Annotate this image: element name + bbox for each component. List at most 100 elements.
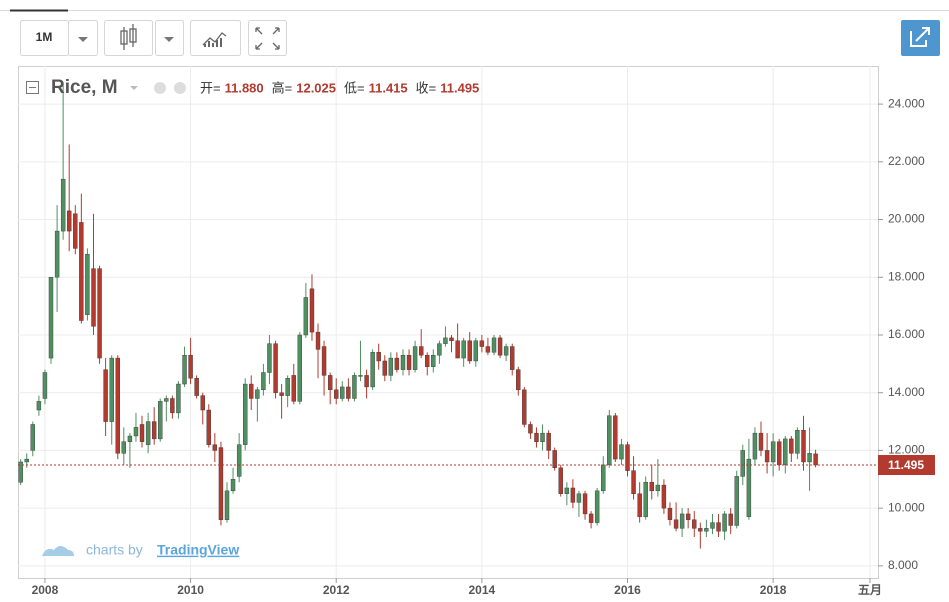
watermark: charts by TradingView: [42, 542, 239, 558]
popout-button[interactable]: [901, 20, 940, 56]
candle-body: [285, 378, 290, 396]
candle-body: [48, 277, 54, 359]
candle-body: [601, 464, 606, 492]
candle-body: [497, 337, 503, 356]
x-tick-label: 五月: [858, 583, 882, 597]
y-tick-label: 12.000: [888, 443, 925, 457]
symbol-dropdown[interactable]: [130, 86, 138, 90]
candle-body: [667, 507, 673, 520]
candle-body: [158, 401, 163, 440]
candle-icon: [120, 24, 137, 50]
watermark-logo: [42, 546, 74, 556]
ohlc-label: 高=: [272, 80, 293, 95]
candle-body: [327, 375, 333, 391]
candle-body: [412, 346, 418, 370]
ohlc-values: 开= 11.880 高= 12.025 低= 11.415 收= 11.495: [200, 80, 479, 95]
candle-body: [109, 357, 114, 422]
y-tick-label: 20.000: [888, 212, 925, 226]
visibility-icon[interactable]: [154, 82, 166, 94]
candle-body: [503, 346, 509, 356]
symbol-title: Rice, M: [51, 77, 118, 98]
candle-body: [594, 490, 600, 523]
y-tick-label: 10.000: [888, 500, 925, 514]
candle-body: [491, 337, 497, 353]
candle-body: [66, 210, 72, 232]
candle-body: [236, 444, 242, 477]
candle-body: [552, 450, 557, 468]
candle-body: [685, 513, 691, 520]
candle-body: [710, 522, 715, 529]
candle-body: [722, 513, 727, 532]
y-tick-label: 16.000: [888, 327, 925, 341]
candle-body: [425, 354, 430, 367]
candle-body: [764, 450, 770, 463]
candle-body: [655, 484, 661, 492]
candle-body: [182, 354, 187, 385]
candle-body: [522, 389, 527, 425]
candle-body: [510, 346, 515, 370]
candle-body: [24, 458, 29, 463]
candle-body: [704, 528, 709, 532]
candle-body: [801, 430, 806, 463]
candle-body: [728, 513, 733, 526]
candle-body: [607, 415, 612, 466]
indicators-button[interactable]: [190, 20, 241, 56]
candle-body: [315, 331, 321, 350]
candle-body: [54, 230, 60, 278]
candle-body: [570, 487, 576, 503]
candle-body: [394, 357, 400, 370]
candle-body: [734, 476, 739, 526]
candle-body: [267, 343, 272, 373]
candle-body: [406, 354, 412, 370]
candle-body: [309, 288, 315, 333]
candle-body: [473, 340, 479, 362]
candle-body: [170, 398, 175, 414]
chart-style-button[interactable]: [104, 20, 153, 56]
watermark-prefix: charts by: [86, 542, 143, 558]
candle-body: [297, 334, 303, 402]
candle-body: [582, 493, 588, 515]
candle-body: [218, 447, 224, 520]
candle-body: [36, 401, 42, 411]
grid: [18, 66, 878, 578]
candle-body: [437, 343, 442, 356]
candle-body: [716, 522, 721, 532]
candle-body: [133, 427, 139, 437]
candle-body: [649, 481, 654, 492]
settings-icon[interactable]: [174, 82, 186, 94]
candle-body: [637, 493, 642, 518]
candle-body: [485, 346, 491, 353]
candle-body: [746, 458, 752, 518]
candle-body: [346, 386, 351, 399]
ohlc-label: 收=: [416, 80, 437, 95]
interval-label: 1M: [36, 30, 53, 44]
ohlc-label: 开=: [200, 80, 221, 95]
fullscreen-button[interactable]: [248, 20, 287, 56]
candle-body: [151, 421, 157, 440]
candle-body: [813, 453, 818, 466]
candle-body: [661, 484, 667, 509]
candle-body: [443, 337, 448, 344]
candle-body: [200, 395, 205, 411]
candle-body: [419, 346, 424, 356]
candle-body: [455, 340, 460, 359]
y-tick-label: 8.000: [888, 558, 918, 572]
candle-body: [376, 352, 381, 362]
candle-body: [242, 383, 248, 445]
candle-body: [176, 383, 181, 414]
candle-body: [188, 354, 193, 379]
candle-body: [73, 213, 78, 249]
candle-body: [625, 444, 630, 471]
x-tick-label: 2008: [32, 583, 59, 597]
candle-body: [121, 441, 127, 454]
candle-body: [303, 297, 309, 336]
candle-body: [60, 178, 66, 232]
candle-body: [279, 392, 284, 396]
x-tick-label: 2018: [760, 583, 787, 597]
candle-body: [467, 340, 472, 362]
candle-body: [789, 438, 794, 454]
candle-body: [103, 369, 108, 422]
watermark-brand[interactable]: TradingView: [157, 542, 239, 558]
